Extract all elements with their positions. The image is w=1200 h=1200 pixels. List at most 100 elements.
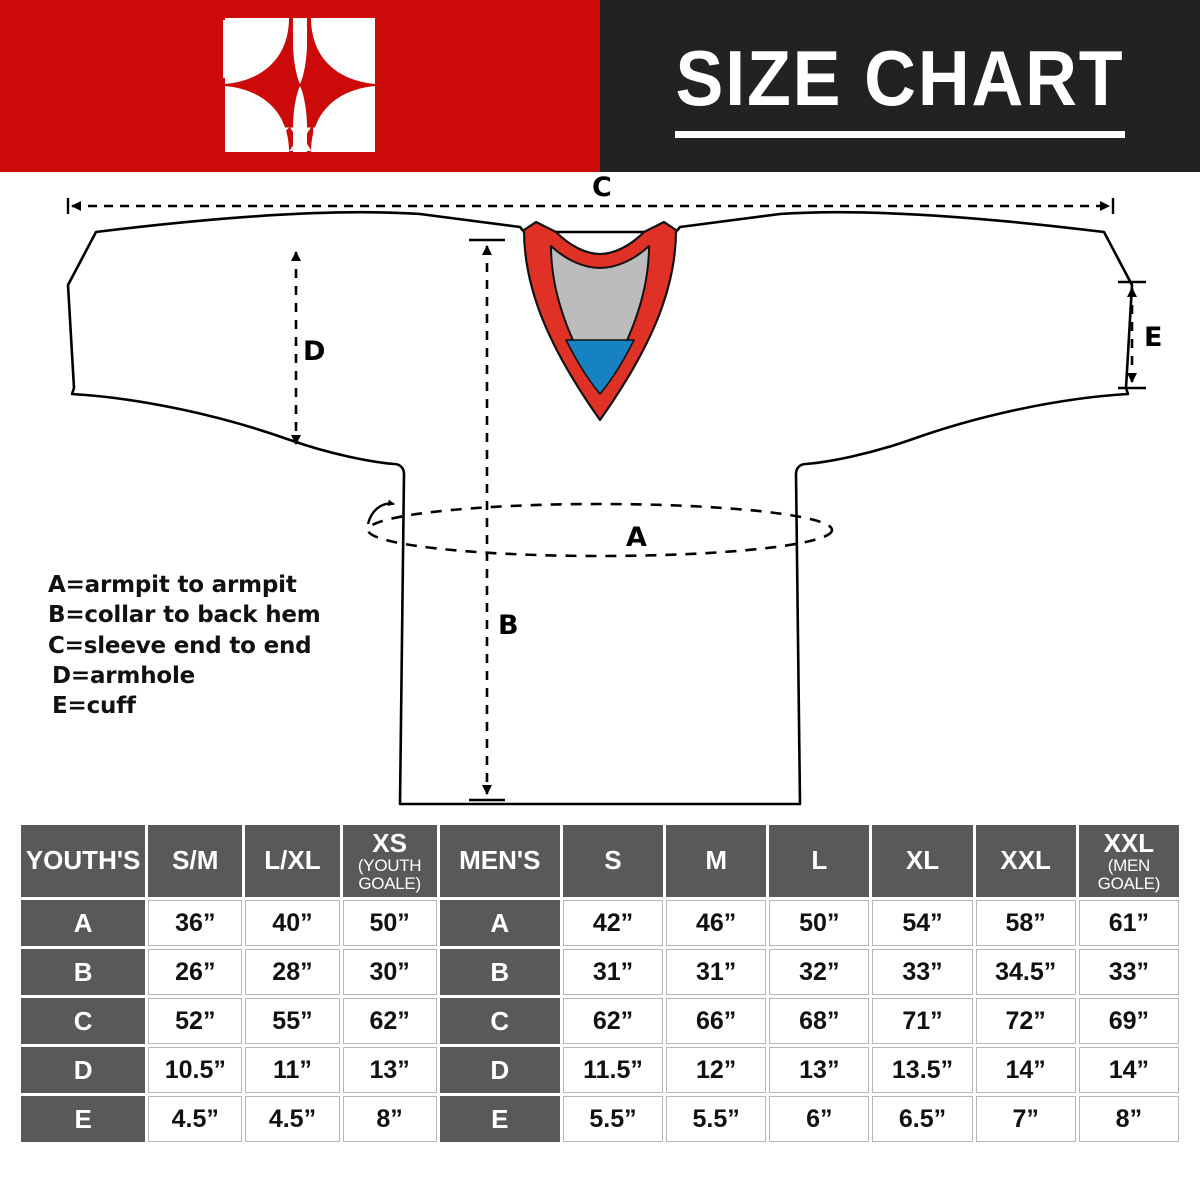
row-label-cell: D [439, 1047, 560, 1093]
measurement-cell: 33” [1078, 949, 1179, 995]
table-header-cell: L/XL [245, 825, 340, 897]
table-header-cell: YOUTH'S [21, 825, 146, 897]
measurement-cell: 52” [148, 998, 243, 1044]
measurement-cell: 31” [666, 949, 767, 995]
size-chart-table: YOUTH'S S/M L/XL XS (YOUTH GOALE) MEN'S S M L XL X… [18, 822, 1182, 1145]
table-header-cell: XS (YOUTH GOALE) [342, 825, 437, 897]
measurement-cell: 14” [975, 1047, 1076, 1093]
legend-line-b: B=collar to back hem [48, 602, 321, 629]
measurement-cell: 46” [666, 900, 767, 946]
measurement-cell: 71” [872, 998, 973, 1044]
header-cell-main: XL [905, 845, 940, 876]
header-cell-main: S [604, 845, 622, 876]
measurement-cell: 66” [666, 998, 767, 1044]
measurement-cell: 68” [769, 998, 870, 1044]
measurement-cell: 54” [872, 900, 973, 946]
table-header-cell: XXL (MEN GOALE) [1078, 825, 1179, 897]
header-cell-main: XS [372, 827, 407, 858]
table-row: E 4.5” 4.5” 8” E 5.5” 5.5” 6” 6.5” 7” 8” [21, 1096, 1179, 1142]
table-row: D 10.5” 11” 13” D 11.5” 12” 13” 13.5” 14” 14” [21, 1047, 1179, 1093]
measurement-cell: 11.5” [562, 1047, 664, 1093]
jersey-collar [522, 220, 678, 422]
measurement-cell: 42” [562, 900, 664, 946]
measurement-cell: 6” [769, 1096, 870, 1142]
measurement-cell: 5.5” [562, 1096, 664, 1142]
measurement-cell: 6.5” [872, 1096, 973, 1142]
header-brand-panel: KXK [0, 0, 600, 172]
measurement-cell: 13” [342, 1047, 437, 1093]
jersey-technical-drawing [66, 198, 1146, 806]
row-label-cell: C [439, 998, 560, 1044]
table-header-cell: XXL [975, 825, 1076, 897]
row-label-cell: D [21, 1047, 146, 1093]
measurement-cell: 61” [1078, 900, 1179, 946]
row-label-cell: A [439, 900, 560, 946]
measurement-cell: 8” [342, 1096, 437, 1142]
measurement-cell: 30” [342, 949, 437, 995]
measurement-cell: 58” [975, 900, 1076, 946]
table-row: C 52” 55” 62” C 62” 66” 68” 71” 72” 69” [21, 998, 1179, 1044]
table-header-cell: L [769, 825, 870, 897]
page-title: SIZE CHART [675, 33, 1125, 122]
legend-line-a: A=armpit to armpit [48, 572, 297, 598]
dimension-line-c [66, 198, 1115, 214]
table-row: A 36” 40” 50” A 42” 46” 50” 54” 58” 61” [21, 900, 1179, 946]
measurement-cell: 13” [769, 1047, 870, 1093]
measurement-cell: 55” [245, 998, 340, 1044]
header-cell-main: MEN'S [459, 845, 541, 876]
measurement-cell: 4.5” [245, 1096, 340, 1142]
header-cell-main: L [811, 845, 828, 876]
dimension-label-c: C [592, 172, 612, 203]
measurement-cell: 11” [245, 1047, 340, 1093]
measurement-cell: 4.5” [148, 1096, 243, 1142]
legend-line-e: E=cuff [52, 693, 136, 720]
table-header-cell: S/M [148, 825, 243, 897]
row-label-cell: B [21, 949, 146, 995]
measurement-cell: 7” [975, 1096, 1076, 1142]
measurement-cell: 32” [769, 949, 870, 995]
jersey-outline [66, 210, 1134, 806]
table-row: B 26” 28” 30” B 31” 31” 32” 33” 34.5” 33” [21, 949, 1179, 995]
table-header-cell: MEN'S [439, 825, 560, 897]
header-cell-main: M [705, 845, 727, 876]
table-header-cell: M [666, 825, 767, 897]
legend-line-c: C=sleeve end to end [48, 632, 312, 659]
row-label-cell: C [21, 998, 146, 1044]
measurement-cell: 33” [872, 949, 973, 995]
measurement-cell: 62” [342, 998, 437, 1044]
measurement-cell: 26” [148, 949, 243, 995]
row-label-cell: E [21, 1096, 146, 1142]
kxk-butterfly-logo-icon: KXK [215, 12, 385, 164]
dimension-label-b: B [498, 610, 519, 641]
measurement-cell: 14” [1078, 1047, 1179, 1093]
measurement-cell: 12” [666, 1047, 767, 1093]
header-cell-main: S/M [172, 845, 219, 876]
legend-line-d: D=armhole [52, 663, 196, 690]
measurement-cell: 34.5” [975, 949, 1076, 995]
jersey-diagram: C D E A B A=armpit to armpit B=collar to… [0, 172, 1200, 820]
header-cell-main: XXL [1103, 827, 1155, 858]
dimension-ellipse-a [366, 499, 834, 558]
measurement-cell: 40” [245, 900, 340, 946]
table-header-cell: XL [872, 825, 973, 897]
table-header-cell: S [562, 825, 664, 897]
title-underline [675, 130, 1125, 138]
measurement-cell: 28” [245, 949, 340, 995]
measurement-cell: 72” [975, 998, 1076, 1044]
row-label-cell: E [439, 1096, 560, 1142]
measurement-cell: 50” [769, 900, 870, 946]
measurement-cell: 31” [562, 949, 664, 995]
header-cell-note: (MEN GOALE) [1097, 855, 1161, 893]
header-cell-note: (YOUTH GOALE) [357, 855, 422, 893]
measurement-legend: A=armpit to armpit B=collar to back hem … [48, 570, 321, 722]
header-cell-main: YOUTH'S [25, 845, 141, 876]
dimension-label-e: E [1144, 322, 1163, 353]
dimension-label-a: A [626, 522, 647, 553]
page-header: KXK SIZE CHART [0, 0, 1200, 172]
measurement-cell: 10.5” [148, 1047, 243, 1093]
table-header-row: YOUTH'S S/M L/XL XS (YOUTH GOALE) MEN'S S M L XL X… [21, 825, 1179, 897]
measurement-cell: 13.5” [872, 1047, 973, 1093]
dimension-line-e [1118, 280, 1146, 390]
measurement-cell: 50” [342, 900, 437, 946]
header-cell-main: L/XL [264, 845, 321, 876]
